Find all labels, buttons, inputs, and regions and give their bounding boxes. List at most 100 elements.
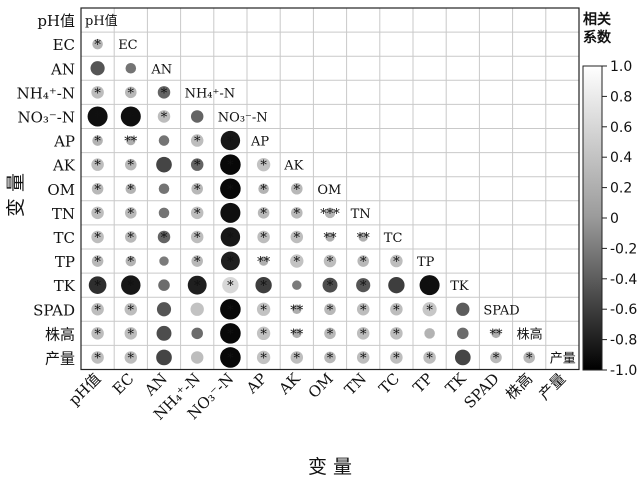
corr-circle bbox=[156, 302, 172, 317]
corr-circle bbox=[190, 110, 204, 123]
row-label: TK bbox=[54, 277, 76, 295]
corr-circle bbox=[357, 255, 369, 267]
corr-circle bbox=[220, 178, 241, 200]
significance-mark: * bbox=[260, 351, 267, 366]
corr-circle bbox=[256, 302, 271, 316]
diagonal-label: TN bbox=[351, 207, 371, 222]
significance-mark: * bbox=[426, 351, 433, 366]
corr-circle bbox=[491, 328, 501, 339]
significance-mark: * bbox=[128, 231, 135, 246]
corr-circle bbox=[356, 278, 371, 293]
corr-circle bbox=[91, 158, 104, 171]
significance-mark: * bbox=[393, 351, 400, 366]
significance-mark: * bbox=[327, 303, 334, 318]
corr-circle bbox=[91, 182, 104, 195]
significance-mark: * bbox=[294, 183, 301, 198]
corr-circle bbox=[292, 280, 302, 290]
row-label: NH₄⁺-N bbox=[17, 84, 75, 102]
corr-circle bbox=[124, 327, 138, 340]
corr-circle bbox=[220, 323, 241, 344]
corr-circle bbox=[256, 157, 271, 172]
corr-circle bbox=[456, 302, 470, 316]
corr-circle bbox=[190, 302, 204, 316]
corr-circle bbox=[157, 230, 171, 244]
significance-mark: * bbox=[161, 231, 168, 246]
corr-circle bbox=[325, 232, 335, 242]
x-axis-title: 变 量 bbox=[308, 456, 352, 478]
row-label: SPAD bbox=[33, 301, 75, 319]
corr-circle bbox=[120, 106, 141, 127]
significance-mark: * bbox=[227, 135, 234, 150]
significance-mark: * bbox=[294, 231, 301, 246]
corr-circle bbox=[157, 110, 171, 123]
diagonal-label: SPAD bbox=[483, 303, 519, 318]
row-label: TC bbox=[54, 229, 75, 247]
corr-circle bbox=[191, 327, 203, 340]
corr-circle bbox=[220, 251, 240, 271]
significance-mark: * bbox=[128, 86, 135, 101]
significance-mark: * bbox=[161, 110, 168, 125]
row-label: OM bbox=[47, 181, 75, 199]
significance-mark: * bbox=[393, 255, 400, 270]
corr-circle bbox=[125, 183, 137, 195]
significance-mark: * bbox=[360, 255, 367, 270]
significance-mark: * bbox=[194, 135, 201, 150]
significance-mark: * bbox=[128, 110, 135, 125]
significance-mark: * bbox=[360, 279, 367, 294]
corr-circle bbox=[158, 135, 170, 146]
corr-circle bbox=[191, 182, 203, 195]
column-label: TP bbox=[409, 370, 436, 397]
significance-mark: * bbox=[94, 135, 101, 150]
row-label: AP bbox=[53, 133, 75, 151]
colorbar-tick-label: -0.6 bbox=[610, 302, 637, 318]
significance-mark: * bbox=[227, 351, 234, 366]
corr-circle bbox=[388, 276, 405, 294]
significance-mark: * bbox=[194, 279, 201, 294]
significance-mark: * bbox=[194, 183, 201, 198]
column-label: TN bbox=[341, 370, 370, 399]
significance-mark: * bbox=[128, 255, 135, 270]
row-label: 株高 bbox=[45, 325, 75, 343]
column-label: pH值 bbox=[65, 370, 104, 409]
corr-circle bbox=[87, 106, 108, 127]
corr-circle bbox=[291, 207, 303, 219]
significance-mark: * bbox=[94, 110, 101, 125]
corr-circle bbox=[126, 135, 136, 146]
colorbar-tick-label: 0.2 bbox=[610, 181, 632, 197]
corr-circle bbox=[156, 156, 172, 173]
corr-circle bbox=[424, 328, 435, 339]
corr-circle bbox=[124, 303, 138, 316]
corr-circle bbox=[220, 347, 241, 368]
significance-mark: * bbox=[94, 159, 101, 174]
corr-circle bbox=[390, 303, 403, 316]
row-label: AN bbox=[50, 60, 75, 78]
corr-circle bbox=[158, 279, 170, 291]
significance-mark: *** bbox=[320, 207, 340, 222]
corr-circle bbox=[190, 134, 204, 147]
corr-circle bbox=[91, 327, 104, 340]
corr-circle bbox=[125, 207, 137, 219]
significance-mark: * bbox=[260, 183, 267, 198]
significance-mark: * bbox=[294, 351, 301, 366]
diagonal-label: AP bbox=[250, 135, 269, 150]
significance-mark: * bbox=[94, 279, 101, 294]
corr-circle bbox=[523, 351, 535, 364]
corr-circle bbox=[88, 276, 107, 294]
significance-mark: * bbox=[327, 327, 334, 342]
diagonal-label: TC bbox=[384, 231, 403, 246]
colorbar-tick-label: 0.4 bbox=[610, 150, 632, 166]
corr-circle bbox=[292, 328, 302, 339]
corr-circle bbox=[159, 256, 169, 266]
significance-mark: * bbox=[294, 207, 301, 222]
significance-mark: * bbox=[327, 255, 334, 270]
corr-circle bbox=[91, 351, 104, 364]
significance-mark: * bbox=[128, 159, 135, 174]
significance-mark: ** bbox=[357, 231, 371, 246]
corr-circle bbox=[156, 325, 172, 341]
corr-circle bbox=[222, 276, 239, 294]
significance-mark: * bbox=[294, 255, 301, 270]
significance-mark: * bbox=[227, 159, 234, 174]
significance-mark: * bbox=[194, 231, 201, 246]
diagonal-label: TP bbox=[417, 255, 435, 270]
